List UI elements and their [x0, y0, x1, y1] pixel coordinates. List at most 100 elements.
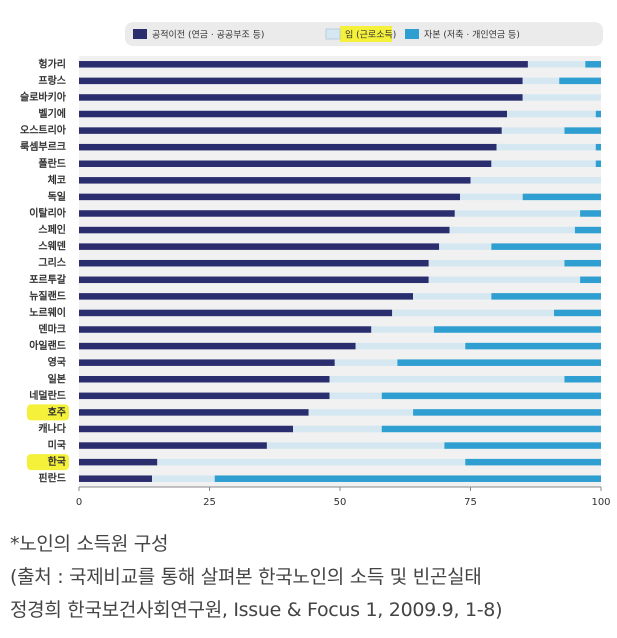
- y-tick-label: 덴마크: [38, 323, 66, 336]
- notes: *노인의 소득원 구성 (출처 : 국제비교를 통해 살펴본 한국노인의 소득 …: [10, 528, 610, 627]
- bar-segment: [522, 94, 601, 101]
- y-tick-label: 한국: [48, 456, 66, 468]
- bar-segment: [381, 392, 601, 400]
- bar-segment: [522, 193, 601, 201]
- bar-segment: [79, 177, 471, 184]
- y-tick-label: 체코: [48, 173, 66, 186]
- y-tick-label: 폴란드: [38, 158, 66, 170]
- bar-segment: [79, 259, 429, 267]
- x-tick-label: 0: [76, 497, 82, 508]
- bar-segment: [564, 259, 601, 267]
- y-tick-label: 일본: [48, 372, 66, 385]
- bar-segment: [308, 409, 414, 416]
- bar-segment: [595, 160, 601, 167]
- bar-segment: [507, 110, 596, 118]
- y-tick-label: 독일: [48, 190, 66, 203]
- bar-segment: [501, 127, 565, 134]
- y-tick-label: 룩셈부르크: [20, 140, 66, 153]
- bar-segment: [329, 392, 382, 400]
- bar-segment: [564, 376, 601, 383]
- bar-segment: [79, 458, 158, 466]
- bar-segment: [381, 425, 601, 433]
- bar-segment: [496, 143, 596, 151]
- bar-segment: [152, 475, 215, 482]
- bar-segment: [554, 309, 601, 317]
- bar-segment: [491, 293, 601, 300]
- bar-segment: [79, 359, 335, 366]
- label-highlight: [27, 454, 69, 471]
- y-tick-label: 벨기에: [38, 107, 66, 120]
- bar-segment: [79, 61, 528, 68]
- bar-segment: [79, 226, 450, 234]
- bar-segment: [334, 359, 398, 366]
- bar-segment: [444, 442, 601, 449]
- bar-segment: [157, 458, 466, 466]
- note: *노인의 소득원 구성: [10, 533, 169, 555]
- bar-segment: [79, 210, 455, 217]
- bar-segment: [79, 309, 393, 317]
- bar-segment: [79, 110, 508, 118]
- x-tick-label: 75: [464, 497, 477, 508]
- legend-label: 자본 (저축 · 개인연금 등): [424, 30, 520, 41]
- bar-segment: [491, 243, 601, 250]
- y-tick-label: 뉴질랜드: [29, 289, 66, 302]
- bar-segment: [79, 442, 267, 449]
- bar-segment: [79, 376, 330, 383]
- bar-segment: [428, 276, 581, 284]
- bar-segment: [79, 160, 492, 167]
- legend-highlight: [340, 26, 392, 42]
- y-tick-label: 노르웨이: [29, 306, 66, 319]
- bar-segment: [454, 210, 581, 217]
- bar-segment: [580, 210, 601, 217]
- y-tick-label: 헝가리: [38, 57, 66, 70]
- bar-segment: [449, 226, 575, 234]
- bar-segment: [329, 376, 565, 383]
- bar-segment: [595, 143, 601, 151]
- y-tick-label: 스웨덴: [38, 240, 66, 253]
- bar-segment: [585, 61, 601, 68]
- bar-segment: [413, 293, 492, 300]
- legend-swatch: [133, 29, 147, 39]
- bar-segment: [79, 127, 502, 134]
- plot-area: [79, 56, 601, 487]
- legend-label: 공적이전 (연금 · 공공부조 등): [152, 29, 264, 41]
- bar-segment: [522, 77, 560, 85]
- bar-segment: [439, 243, 492, 250]
- bar-segment: [214, 475, 601, 482]
- bar-segment: [79, 276, 429, 284]
- note: (출처 : 국제비교를 통해 살펴본 한국노인의 소득 및 빈곤실태: [10, 566, 482, 588]
- bar-segment: [79, 94, 523, 101]
- bar-segment: [465, 458, 601, 466]
- bar-segment: [79, 392, 330, 400]
- note: 정경희 한국보건사회연구원, Issue & Focus 1, 2009.9, …: [10, 599, 503, 621]
- bar-segment: [79, 425, 294, 433]
- bar-segment: [355, 342, 466, 350]
- bar-segment: [293, 425, 382, 433]
- bar-segment: [371, 326, 434, 333]
- bar-segment: [397, 359, 601, 366]
- label-highlight: [27, 404, 69, 421]
- y-tick-label: 미국: [48, 439, 66, 452]
- bar-segment: [428, 259, 565, 267]
- y-tick-label: 이탈리아: [29, 206, 67, 219]
- y-tick-label: 영국: [48, 356, 66, 369]
- y-tick-label: 호주: [48, 405, 66, 418]
- legend-swatch: [325, 28, 341, 40]
- bar-segment: [79, 475, 153, 482]
- bar-segment: [574, 226, 601, 234]
- y-tick-label: 네덜란드: [29, 389, 66, 402]
- bar-segment: [470, 177, 601, 184]
- legend-swatch: [405, 29, 419, 39]
- bar-segment: [433, 326, 601, 333]
- bar-segment: [527, 61, 586, 68]
- y-tick-label: 캐나다: [38, 422, 66, 435]
- x-tick-label: 25: [203, 497, 216, 508]
- y-tick-label: 슬로바키아: [20, 90, 67, 103]
- bar-segment: [266, 442, 445, 449]
- bar-segment: [79, 342, 356, 350]
- bar-segment: [79, 193, 461, 201]
- bar-segment: [392, 309, 555, 317]
- bar-segment: [79, 243, 440, 250]
- y-tick-label: 프랑스: [38, 75, 66, 87]
- y-tick-label: 스페인: [38, 223, 66, 236]
